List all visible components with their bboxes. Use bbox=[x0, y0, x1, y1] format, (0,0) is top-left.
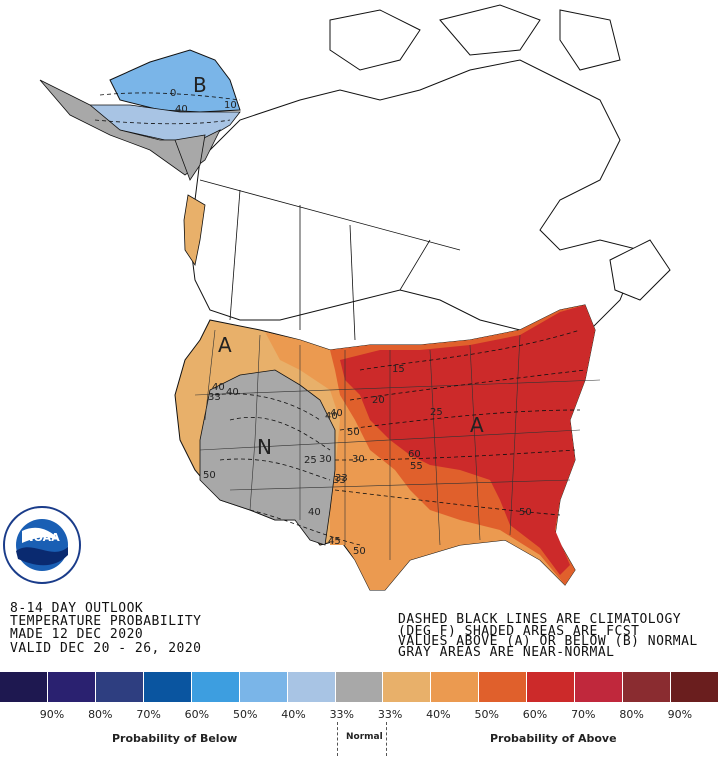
outlook-title: 8-14 DAY OUTLOOK TEMPERATURE PROBABILITY… bbox=[10, 601, 202, 656]
contour-label: 40 bbox=[330, 408, 343, 419]
alaska-below-50 bbox=[109, 49, 241, 113]
scale-swatch bbox=[47, 672, 96, 702]
title-line-1: 8-14 DAY OUTLOOK bbox=[10, 601, 143, 616]
conus-above-70 bbox=[340, 305, 595, 575]
scale-swatch bbox=[575, 672, 624, 702]
contour-label: 0 bbox=[170, 88, 176, 99]
scale-swatch bbox=[623, 672, 672, 702]
contour-label: 55 bbox=[410, 461, 423, 472]
contour-label: 15 bbox=[392, 364, 405, 375]
scale-swatch bbox=[287, 672, 336, 702]
normal-label: Normal bbox=[346, 732, 383, 742]
scale-percent-label: 70% bbox=[136, 708, 161, 721]
scale-percent-label: 50% bbox=[232, 708, 258, 721]
alaska-letter: B bbox=[193, 73, 207, 97]
scale-percent-label: 40% bbox=[426, 708, 451, 721]
probability-below-label: Probability of Below bbox=[112, 732, 238, 745]
state-lines bbox=[194, 329, 601, 560]
contour-label: 25 bbox=[430, 407, 443, 418]
scale-percent-label: 80% bbox=[619, 708, 644, 721]
west-letter: A bbox=[218, 333, 232, 357]
scale-percent-label: 80% bbox=[88, 708, 113, 721]
contour-labels: 0 40 10 40 33 40 33 40 15 20 25 30 40 50… bbox=[170, 88, 532, 557]
contour-label: 33 bbox=[333, 475, 346, 486]
scale-swatch bbox=[479, 672, 528, 702]
probability-above-label: Probability of Above bbox=[490, 732, 617, 745]
scale-percent-label: 90% bbox=[667, 708, 693, 721]
contour-label: 40 bbox=[212, 382, 225, 393]
noaa-logo: NOAA bbox=[3, 506, 81, 584]
scale-percent-label: 90% bbox=[39, 708, 65, 721]
contour-label: 40 bbox=[325, 411, 338, 422]
note-line-1: DASHED BLACK LINES ARE CLIMATOLOGY bbox=[398, 612, 681, 627]
contour-label: 45 bbox=[328, 536, 341, 547]
contour-label: 50 bbox=[347, 427, 360, 438]
normal-separator-right bbox=[386, 722, 387, 756]
title-line-3: MADE 12 DEC 2020 bbox=[10, 627, 143, 642]
scale-swatch bbox=[143, 672, 192, 702]
contour-label: 40 bbox=[226, 387, 239, 398]
bc-coast-above bbox=[183, 194, 206, 267]
contour-label: 30 bbox=[352, 454, 365, 465]
contour-label: 60 bbox=[408, 449, 421, 460]
scale-percent-label: 70% bbox=[571, 708, 596, 721]
alaska-near-normal bbox=[39, 79, 221, 176]
scale-percent-label: 60% bbox=[522, 708, 548, 721]
contour-label: 33 bbox=[208, 392, 221, 403]
legend-notes: DASHED BLACK LINES ARE CLIMATOLOGY (DEG … bbox=[398, 612, 698, 660]
scale-percent-label: 60% bbox=[184, 708, 210, 721]
note-line-2: (DEG F) SHADED AREAS ARE FCST bbox=[398, 624, 639, 639]
climatology-contours bbox=[94, 92, 586, 546]
normal-separator-left bbox=[337, 722, 338, 756]
scale-swatch bbox=[335, 672, 384, 702]
contour-label: 30 bbox=[319, 454, 332, 465]
title-line-4: VALID DEC 20 - 26, 2020 bbox=[10, 641, 202, 656]
scale-percent-label: 50% bbox=[474, 708, 499, 721]
contour-label: 10 bbox=[224, 100, 237, 111]
contour-label: 50 bbox=[203, 470, 216, 481]
probability-color-scale: 90% 80% 70% 60% 50% 40% 33% 33% 40% 50% 60% 70% 80% 9… bbox=[0, 670, 719, 760]
scale-swatch bbox=[191, 672, 240, 702]
scale-swatch bbox=[95, 672, 144, 702]
canada-outline bbox=[189, 4, 671, 341]
note-line-3: VALUES ABOVE (A) OR BELOW (B) NORMAL bbox=[398, 634, 698, 649]
east-letter: A bbox=[470, 413, 484, 437]
interior-letter: N bbox=[257, 435, 272, 459]
contour-label: 50 bbox=[353, 546, 366, 557]
contour-label: 33 bbox=[335, 473, 348, 484]
note-line-4: GRAY AREAS ARE NEAR-NORMAL bbox=[398, 645, 615, 660]
contour-label: 25 bbox=[304, 455, 317, 466]
scale-swatch bbox=[0, 672, 48, 702]
contour-label: 50 bbox=[519, 507, 532, 518]
contour-label: 20 bbox=[372, 395, 385, 406]
noaa-logo-text: NOAA bbox=[24, 531, 60, 544]
scale-percent-label: 33% bbox=[329, 708, 355, 721]
contour-label: 40 bbox=[175, 104, 188, 115]
scale-swatch bbox=[527, 672, 576, 702]
alaska-panhandle bbox=[174, 134, 206, 181]
scale-swatch bbox=[383, 672, 432, 702]
title-line-2: TEMPERATURE PROBABILITY bbox=[10, 614, 202, 629]
scale-swatch bbox=[239, 672, 288, 702]
scale-swatch bbox=[671, 672, 719, 702]
scale-percent-label: 40% bbox=[281, 708, 306, 721]
contour-label: 40 bbox=[308, 507, 321, 518]
province-lines bbox=[199, 179, 461, 341]
outlook-map: B A N A 0 40 10 40 33 40 33 40 15 20 25 … bbox=[3, 4, 698, 660]
interior-near-normal bbox=[199, 369, 336, 546]
scale-percent-label: 33% bbox=[377, 708, 403, 721]
scale-swatch bbox=[431, 672, 480, 702]
